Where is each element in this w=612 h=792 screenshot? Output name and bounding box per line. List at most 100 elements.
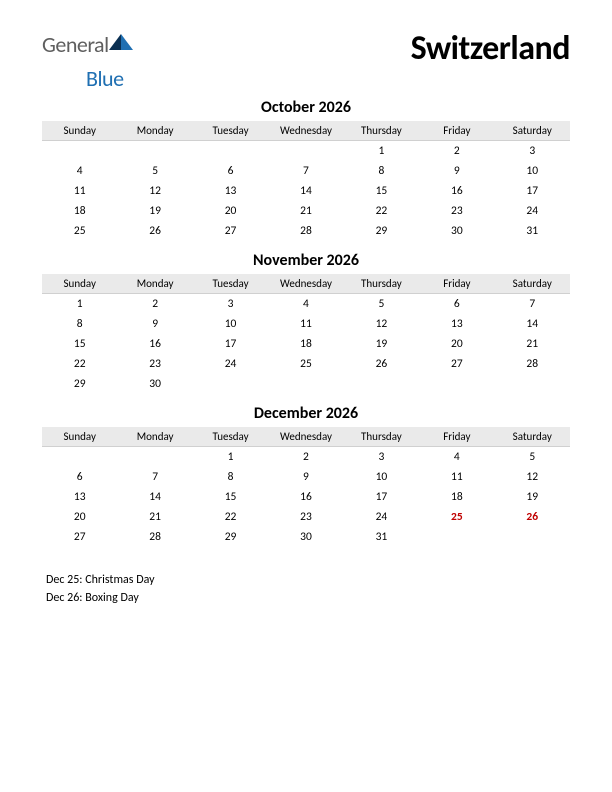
weekday-header: Wednesday	[268, 427, 343, 447]
calendar-cell: 17	[344, 487, 419, 507]
calendar-cell: 6	[193, 161, 268, 181]
calendar-cell	[42, 447, 117, 468]
calendar-cell	[117, 141, 192, 162]
calendar-cell: 14	[495, 314, 570, 334]
calendar-cell: 14	[268, 181, 343, 201]
month-title: December 2026	[42, 404, 570, 423]
calendar-cell: 30	[419, 221, 494, 241]
calendar-cell: 2	[268, 447, 343, 468]
calendar-cell: 10	[193, 314, 268, 334]
month-block: October 2026SundayMondayTuesdayWednesday…	[42, 98, 570, 241]
calendar-table: SundayMondayTuesdayWednesdayThursdayFrid…	[42, 274, 570, 394]
calendar-row: 45678910	[42, 161, 570, 181]
calendar-cell	[268, 141, 343, 162]
calendar-cell	[193, 141, 268, 162]
calendar-row: 123	[42, 141, 570, 162]
calendar-cell: 23	[117, 354, 192, 374]
calendar-cell: 15	[193, 487, 268, 507]
calendar-cell	[495, 527, 570, 547]
calendar-row: 13141516171819	[42, 487, 570, 507]
calendar-cell: 24	[344, 507, 419, 527]
calendar-cell: 27	[42, 527, 117, 547]
weekday-header: Wednesday	[268, 274, 343, 294]
calendar-cell: 5	[344, 294, 419, 315]
calendar-cell	[495, 374, 570, 394]
weekday-header: Tuesday	[193, 274, 268, 294]
calendar-cell: 12	[117, 181, 192, 201]
weekday-header: Sunday	[42, 121, 117, 141]
weekday-header: Sunday	[42, 274, 117, 294]
weekday-header: Sunday	[42, 427, 117, 447]
calendar-cell: 12	[344, 314, 419, 334]
month-title: November 2026	[42, 251, 570, 270]
calendar-row: 11121314151617	[42, 181, 570, 201]
calendar-cell: 22	[42, 354, 117, 374]
calendar-cell: 20	[42, 507, 117, 527]
month-block: December 2026 SundayMondayTuesdayWednesda…	[42, 404, 570, 547]
calendar-cell: 13	[193, 181, 268, 201]
logo-word-blue: Blue	[86, 65, 570, 92]
holiday-note: Dec 25: Christmas Day	[46, 571, 570, 589]
weekday-header: Thursday	[344, 427, 419, 447]
calendar-cell: 9	[268, 467, 343, 487]
calendar-cell: 22	[344, 201, 419, 221]
calendar-cell: 4	[419, 447, 494, 468]
calendar-cell: 19	[344, 334, 419, 354]
calendar-cell: 28	[117, 527, 192, 547]
calendar-row: 891011121314	[42, 314, 570, 334]
calendar-cell: 30	[268, 527, 343, 547]
calendar-row: 1234567	[42, 294, 570, 315]
calendar-cell: 9	[117, 314, 192, 334]
calendar-row: 25262728293031	[42, 221, 570, 241]
weekday-header: Saturday	[495, 274, 570, 294]
calendar-cell: 25	[419, 507, 494, 527]
page-title: Switzerland	[411, 28, 570, 69]
calendar-cell: 7	[117, 467, 192, 487]
calendar-cell: 8	[344, 161, 419, 181]
calendar-cell: 3	[193, 294, 268, 315]
calendar-cell: 26	[495, 507, 570, 527]
weekday-header: Thursday	[344, 274, 419, 294]
weekday-header: Monday	[117, 274, 192, 294]
weekday-header: Monday	[117, 427, 192, 447]
calendar-row: 15161718192021	[42, 334, 570, 354]
calendar-cell: 14	[117, 487, 192, 507]
month-title: October 2026	[42, 98, 570, 117]
calendar-cell: 17	[495, 181, 570, 201]
calendar-cell: 31	[344, 527, 419, 547]
calendar-cell: 21	[268, 201, 343, 221]
weekday-header: Friday	[419, 274, 494, 294]
calendar-row: 22232425262728	[42, 354, 570, 374]
calendar-cell: 22	[193, 507, 268, 527]
calendar-table: SundayMondayTuesdayWednesdayThursdayFrid…	[42, 427, 570, 547]
calendar-cell: 26	[344, 354, 419, 374]
calendar-cell: 29	[344, 221, 419, 241]
calendar-cell: 2	[419, 141, 494, 162]
calendar-cell: 4	[42, 161, 117, 181]
calendar-cell: 27	[193, 221, 268, 241]
calendar-cell: 21	[117, 507, 192, 527]
calendar-cell: 6	[419, 294, 494, 315]
calendar-cell: 13	[419, 314, 494, 334]
calendar-cell	[419, 374, 494, 394]
calendar-row: 2930	[42, 374, 570, 394]
calendar-row: 6789101112	[42, 467, 570, 487]
calendar-cell: 3	[495, 141, 570, 162]
calendar-cell: 11	[419, 467, 494, 487]
calendar-row: 18192021222324	[42, 201, 570, 221]
calendar-cell: 9	[419, 161, 494, 181]
weekday-header: Tuesday	[193, 121, 268, 141]
calendar-cell: 8	[193, 467, 268, 487]
logo: General	[42, 28, 135, 56]
calendar-cell: 31	[495, 221, 570, 241]
calendar-cell: 23	[419, 201, 494, 221]
weekday-header: Saturday	[495, 427, 570, 447]
calendar-cell: 16	[419, 181, 494, 201]
calendar-cell: 4	[268, 294, 343, 315]
calendar-cell	[268, 374, 343, 394]
calendar-cell: 16	[268, 487, 343, 507]
calendar-cell: 11	[268, 314, 343, 334]
calendar-cell: 23	[268, 507, 343, 527]
calendar-cell: 20	[193, 201, 268, 221]
calendar-cell: 21	[495, 334, 570, 354]
